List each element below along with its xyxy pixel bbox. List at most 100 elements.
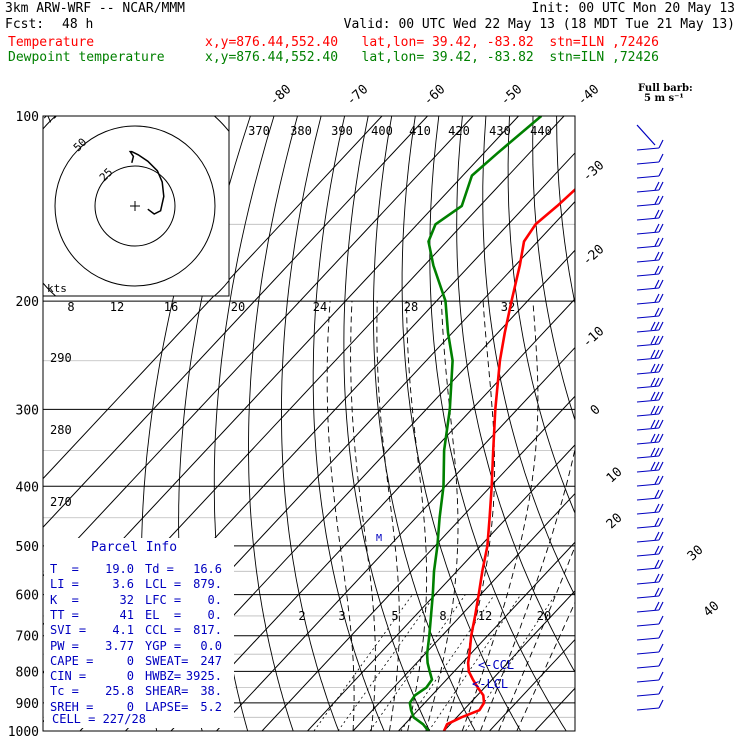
barb-feather — [654, 321, 660, 331]
wind-barb — [636, 671, 664, 683]
barb-feather — [658, 139, 664, 149]
barb-feather — [658, 461, 664, 471]
moist-adiabat — [326, 301, 355, 731]
barb-feather — [658, 209, 664, 219]
isotherm — [43, 116, 474, 577]
dry-adiabat — [532, 116, 575, 422]
wind-barb — [636, 181, 664, 193]
barb-legend-title: Full barb: — [638, 83, 693, 94]
hodograph-speed-tick: 8 — [67, 300, 74, 314]
dry-adiabat — [721, 116, 740, 731]
barb-feather — [654, 461, 660, 471]
lcl-marker: <-LCL — [472, 677, 508, 691]
hodograph-speed-tick: 20 — [231, 300, 245, 314]
profiles-clipped — [408, 116, 575, 731]
fcst-label: Fcst: — [5, 17, 45, 32]
barb-feather — [658, 251, 664, 261]
barb-feather — [658, 335, 664, 345]
parcel-label: Tc = — [50, 684, 79, 699]
parcel-value: 5.2 — [200, 699, 222, 714]
barb-feather — [658, 475, 664, 485]
ccl-marker: <-CCL — [478, 658, 514, 672]
barb-feather — [658, 699, 664, 709]
theta-label: 430 — [489, 124, 511, 138]
barb-feather — [654, 223, 660, 233]
barb-feather — [658, 237, 664, 247]
wind-barb — [636, 503, 664, 515]
wind-barb — [636, 685, 664, 697]
mixing-ratio-label: 12 — [478, 609, 492, 623]
isotherm — [581, 116, 740, 731]
pressure-label: 400 — [16, 480, 39, 495]
dry-adiabat — [674, 116, 740, 731]
moist-adiabat — [498, 545, 575, 731]
barb-shaft — [636, 553, 660, 557]
barb-shaft — [636, 497, 660, 501]
isotherm-label: -60 — [421, 82, 448, 109]
barb-shaft — [636, 581, 660, 585]
isotherm — [443, 590, 575, 731]
model-title: 3km ARW-WRF -- NCAR/MMM — [5, 1, 186, 16]
wind-barb — [636, 195, 664, 207]
wind-barb — [636, 601, 664, 613]
hodograph-ring — [94, 165, 176, 247]
parcel-value: 0. — [207, 607, 222, 622]
barb-shaft — [636, 357, 660, 361]
dewpoint-location: x,y=876.44,552.40 lat,lon= 39.42, -83.82… — [205, 50, 659, 65]
dry-adiabat — [482, 116, 575, 597]
parcel-row: T = 19.0 Td = 16.6 — [50, 562, 234, 576]
theta-label: 390 — [331, 124, 353, 138]
wind-barb — [636, 461, 664, 473]
barb-shaft — [636, 343, 660, 347]
theta-label: 410 — [409, 124, 431, 138]
barb-feather — [658, 265, 664, 275]
barb-feather — [654, 335, 660, 345]
barb-shaft — [636, 567, 660, 571]
barb-shaft — [636, 371, 660, 375]
barb-feather — [650, 433, 656, 443]
barb-feather — [658, 573, 664, 583]
parcel-label: SREH = — [50, 699, 94, 714]
wind-barb — [636, 419, 664, 431]
barb-feather — [654, 279, 660, 289]
hodograph-ring — [54, 125, 216, 287]
pressure-label: 1000 — [8, 725, 39, 740]
wind-barb — [636, 237, 664, 249]
moist-adiabat — [443, 301, 496, 731]
parcel-value: 0 — [126, 699, 134, 714]
pressure-label: 800 — [16, 665, 39, 680]
parcel-value: 3.77 — [105, 638, 134, 653]
barb-feather — [658, 167, 664, 177]
barb-feather — [654, 489, 660, 499]
isotherm-label: 10 — [604, 465, 626, 487]
parcel-value: 0. — [207, 592, 222, 607]
barb-feather — [654, 517, 660, 527]
parcel-value: 25.8 — [105, 684, 134, 699]
barb-feather — [654, 363, 660, 373]
isotherm-label: 30 — [685, 543, 707, 565]
barb-feather — [658, 377, 664, 387]
barb-feather — [658, 643, 664, 653]
barb-feather — [658, 517, 664, 527]
wind-barb — [636, 391, 664, 403]
dry-adiabat-label: 280 — [50, 423, 72, 437]
barb-shaft — [636, 525, 660, 529]
hodograph-speed-tick: 12 — [110, 300, 124, 314]
parcel-value: 3925. — [185, 669, 222, 684]
barb-feather — [654, 293, 660, 303]
parcel-value: 19.0 — [105, 562, 134, 576]
wind-barb — [636, 335, 664, 347]
barb-feather — [650, 335, 656, 345]
barb-shaft — [636, 147, 660, 151]
wind-barb — [636, 349, 664, 361]
dry-adiabat — [604, 116, 740, 731]
barb-feather — [654, 419, 660, 429]
parcel-value: 3.6 — [112, 577, 134, 592]
wind-barb — [636, 545, 664, 557]
isotherm-label: -70 — [344, 82, 371, 109]
parcel-label: TT = — [50, 607, 79, 622]
parcel-label: YGP = — [145, 638, 182, 653]
parcel-row: K = 32 LFC = 0. — [50, 593, 234, 607]
wind-barb — [636, 321, 664, 333]
